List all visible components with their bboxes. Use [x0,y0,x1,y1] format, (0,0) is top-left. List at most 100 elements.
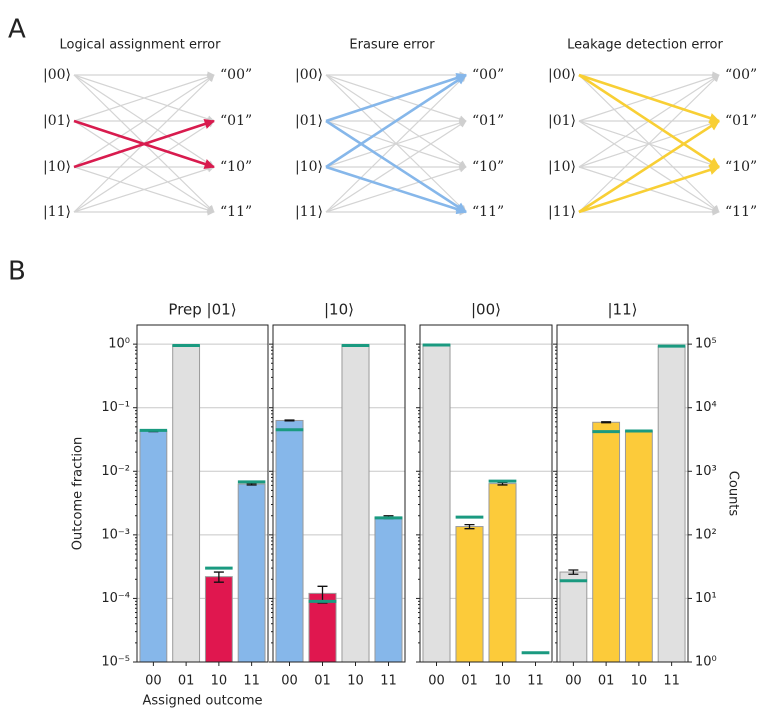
x-tick-label: 10 [631,674,648,689]
x-tick-label: 00 [565,674,582,689]
bar [374,516,403,663]
error-bar [568,569,579,575]
y-tick-label: 10⁻⁴ [101,591,130,606]
input-state: |00⟩ [295,67,323,83]
highlighted-arrow [325,72,467,123]
x-tick-label: 01 [314,674,331,689]
input-state: |00⟩ [43,67,71,83]
x-tick-label: 11 [663,674,680,689]
output-label: “01” [472,113,504,129]
axes-frame [419,324,553,663]
input-state: |10⟩ [548,159,576,175]
panel-label: B [8,257,26,287]
bar [488,483,517,663]
output-label: “00” [220,67,252,83]
highlighted-arrow [325,165,467,215]
x-axis-label: Assigned outcome [143,694,263,709]
axes-frame [136,324,269,663]
panel-title: |10⟩ [324,301,354,319]
output-label: “00” [472,67,504,83]
output-label: “11” [220,204,252,220]
transition-arrow [73,73,215,122]
highlighted-arrow [325,119,467,214]
y-tick-label: 10⁻¹ [101,400,130,415]
input-state: |01⟩ [43,113,71,129]
highlighted-arrow [578,119,720,214]
bar [422,344,451,663]
input-state: |11⟩ [43,204,71,220]
y2-tick-label: 10¹ [695,591,717,606]
y-tick-label: 10⁻³ [101,527,130,542]
transition-arrow [73,74,215,168]
error-bar [464,523,475,530]
diagram-title: Leakage detection error [567,38,723,53]
axes-frame [556,324,689,663]
diagram-title: Logical assignment error [60,38,222,53]
panel-title: Prep |01⟩ [168,301,236,319]
y-axis-label: Outcome fraction [71,437,86,550]
error-bar [284,419,295,422]
bar [592,421,621,663]
output-label: “00” [725,67,757,83]
y2-tick-label: 10⁵ [695,337,717,352]
highlighted-arrow [73,118,215,169]
bar [237,483,266,663]
transition-arrow [578,74,720,213]
transition-arrow [325,74,467,213]
bar [172,345,201,663]
bar [308,592,337,663]
transition-arrow [73,120,215,213]
diagram-title: Erasure error [349,38,435,53]
y-tick-label: 10⁰ [108,337,130,352]
panel-label: A [8,15,26,45]
axes-frame [272,324,406,663]
bar [455,526,484,663]
x-tick-label: 11 [527,674,544,689]
bar [139,430,168,663]
bar [657,345,686,663]
bar [559,571,588,663]
input-state: |11⟩ [548,204,576,220]
transition-arrow [73,165,215,213]
x-tick-label: 00 [145,674,162,689]
output-label: “10” [472,159,504,175]
output-label: “10” [725,159,757,175]
error-bar [601,421,612,424]
x-tick-label: 11 [243,674,260,689]
output-label: “10” [220,159,252,175]
input-state: |10⟩ [295,159,323,175]
input-state: |01⟩ [295,113,323,129]
y-tick-label: 10⁻² [101,464,130,479]
input-state: |10⟩ [43,159,71,175]
x-tick-label: 01 [178,674,195,689]
y2-tick-label: 10³ [695,464,717,479]
output-label: “11” [725,204,757,220]
output-label: “11” [472,204,504,220]
error-bar [213,571,224,583]
x-tick-label: 11 [380,674,397,689]
x-tick-label: 01 [598,674,615,689]
input-state: |11⟩ [295,204,323,220]
y2-tick-label: 10⁴ [695,400,717,415]
highlighted-arrow [578,73,720,124]
input-state: |00⟩ [548,67,576,83]
x-tick-label: 10 [494,674,511,689]
bar [624,430,653,663]
highlighted-arrow [578,73,720,169]
panel-title: |11⟩ [608,301,638,319]
y2-tick-label: 10² [695,527,717,542]
panel-title: |00⟩ [471,301,501,319]
x-tick-label: 00 [428,674,445,689]
highlighted-arrow [578,164,720,214]
y2-tick-label: 10⁰ [695,655,717,670]
bar [275,419,304,663]
y-tick-label: 10⁻⁵ [101,655,130,670]
x-tick-label: 10 [211,674,228,689]
bar [341,345,370,663]
highlighted-arrow [325,73,467,169]
input-state: |01⟩ [548,113,576,129]
x-tick-label: 01 [461,674,478,689]
x-tick-label: 10 [347,674,364,689]
bar [204,576,233,663]
